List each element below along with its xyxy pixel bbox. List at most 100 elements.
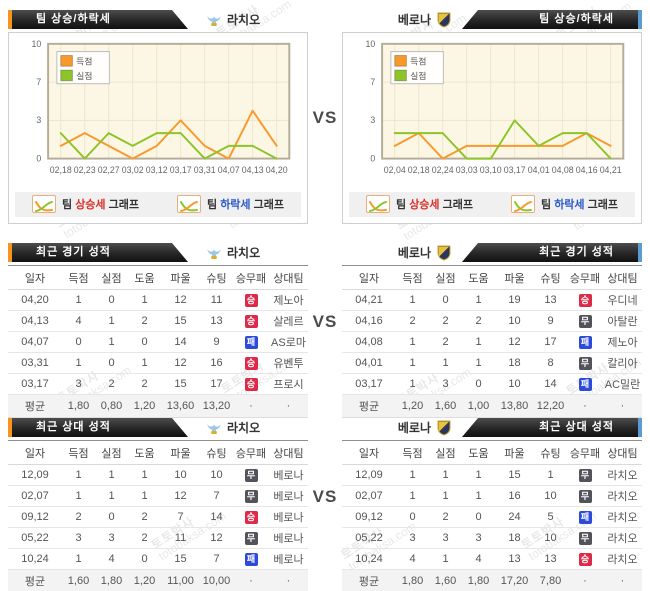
table-average-row: 평균 1,20 1,60 1,00 13,80 12,20 · ·	[342, 394, 642, 418]
table-cell: 4	[396, 548, 429, 570]
table-cell: 1,80	[95, 569, 128, 591]
result-badge: 승	[578, 293, 592, 307]
result-badge: 무	[578, 531, 592, 545]
svg-text:03,17: 03,17	[170, 165, 192, 175]
svg-text:04,21: 04,21	[600, 165, 622, 175]
table-cell: 무	[567, 527, 603, 549]
trend-panel-left: 팀 상승/하락세 라치오 0 3 7 10 02,18 02,23 02,27 03,02 03…	[8, 10, 308, 224]
accent-bar-orange	[8, 243, 12, 262]
table-cell: 칼리아	[603, 352, 642, 374]
table-cell: 9	[200, 331, 233, 353]
team-label-verona: 베로나	[398, 419, 452, 436]
table-cell: 17	[200, 373, 233, 395]
table-cell: 3	[62, 373, 95, 395]
result-badge: 패	[578, 335, 592, 349]
recent-table-verona: 일자 득점 실점 도움 파울 슈팅 승무패 상대팀 04,21 1 0 1 19 13 승 우디네 04,16 2…	[342, 265, 642, 418]
table-row: 03,17 3 2 2 15 17 승 프로시	[8, 373, 308, 395]
table-row: 05,22 3 3 3 18 10 무 라치오	[342, 527, 642, 549]
table-cell: 10,24	[8, 548, 62, 570]
table-cell: 7,80	[534, 569, 567, 591]
team-label-verona: 베로나	[398, 11, 452, 28]
table-cell: ·	[603, 569, 642, 591]
table-cell: 1	[429, 464, 462, 486]
table-cell: 12	[161, 485, 200, 507]
table-cell: 1	[62, 464, 95, 486]
table-cell: 8	[534, 352, 567, 374]
table-cell: 베로나	[269, 485, 308, 507]
table-cell: ·	[233, 569, 269, 591]
table-cell: 1	[462, 289, 495, 311]
trend-banner-row-right: 베로나 팀 상승/하락세	[342, 10, 642, 29]
accent-bar-blue	[638, 10, 642, 29]
table-cell: 5	[534, 506, 567, 528]
table-cell: 03,17	[8, 373, 62, 395]
table-row: 04,20 1 0 1 12 11 승 제노아	[8, 289, 308, 311]
table-cell: 15	[161, 310, 200, 332]
table-header-cell: 도움	[462, 265, 495, 290]
table-header-cell: 득점	[396, 265, 429, 290]
table-header-cell: 실점	[429, 440, 462, 465]
table-cell: 승	[567, 289, 603, 311]
table-cell: 0	[95, 352, 128, 374]
trend-down-legend: 팀 하락세 그래프	[177, 195, 284, 214]
table-cell: 12	[200, 527, 233, 549]
table-cell: 무	[233, 485, 269, 507]
table-header-cell: 상대팀	[603, 265, 642, 290]
table-cell: 13	[200, 310, 233, 332]
h2h-table-verona: 일자 득점 실점 도움 파울 슈팅 승무패 상대팀 12,09 1 1 1 15 1 무 라치오 02,07 1 1…	[342, 440, 642, 591]
recent-banner-title-left: 최근 경기 성적	[12, 243, 188, 262]
table-header-cell: 득점	[62, 440, 95, 465]
table-cell: 1	[462, 464, 495, 486]
table-header-cell: 파울	[495, 265, 534, 290]
svg-text:03,17: 03,17	[504, 165, 526, 175]
lazio-logo-icon	[206, 420, 222, 436]
table-cell: 1	[396, 485, 429, 507]
table-cell: 1	[429, 352, 462, 374]
table-cell: 11	[161, 527, 200, 549]
result-badge: 승	[578, 552, 592, 566]
team-label-verona: 베로나	[398, 244, 452, 261]
table-cell: 10	[161, 464, 200, 486]
table-header-cell: 상대팀	[269, 440, 308, 465]
table-cell: 4	[462, 548, 495, 570]
trend-down-icon	[511, 195, 535, 214]
svg-text:03,12: 03,12	[146, 165, 168, 175]
table-header-row: 일자 득점 실점 도움 파울 슈팅 승무패 상대팀	[342, 265, 642, 290]
table-row: 12,09 1 1 1 10 10 무 베로나	[8, 464, 308, 486]
table-header-cell: 득점	[396, 440, 429, 465]
table-cell: 2	[128, 527, 161, 549]
svg-text:10: 10	[366, 39, 376, 49]
table-cell: 02,07	[342, 485, 396, 507]
table-cell: 13	[495, 548, 534, 570]
table-cell: 04,08	[342, 331, 396, 353]
result-badge: 무	[578, 468, 592, 482]
svg-text:실점: 실점	[410, 70, 426, 81]
table-cell: 무	[567, 464, 603, 486]
table-cell: 평균	[8, 569, 62, 591]
table-cell: 승	[233, 310, 269, 332]
svg-text:02,23: 02,23	[74, 165, 96, 175]
table-cell: 10,00	[200, 569, 233, 591]
table-cell: ·	[233, 394, 269, 418]
result-badge: 패	[578, 377, 592, 391]
table-cell: 24	[495, 506, 534, 528]
svg-text:02,24: 02,24	[432, 165, 454, 175]
svg-text:04,20: 04,20	[266, 165, 288, 175]
table-row: 03,31 1 0 1 12 16 승 유벤투	[8, 352, 308, 374]
table-cell: 09,12	[8, 506, 62, 528]
table-cell: 15	[495, 464, 534, 486]
recent-banner-row-right: 베로나 최근 경기 성적	[342, 243, 642, 262]
table-cell: 패	[233, 548, 269, 570]
table-cell: 11	[200, 289, 233, 311]
table-cell: 우디네	[603, 289, 642, 311]
table-header-cell: 슈팅	[200, 440, 233, 465]
table-cell: 2	[462, 310, 495, 332]
svg-text:04,01: 04,01	[528, 165, 550, 175]
table-cell: 7	[200, 485, 233, 507]
trend-banner-title-right: 팀 상승/하락세	[462, 10, 638, 29]
table-cell: 1	[396, 352, 429, 374]
table-header-cell: 일자	[342, 265, 396, 290]
table-header-cell: 실점	[95, 265, 128, 290]
table-row: 10,24 4 1 4 13 13 승 라치오	[342, 548, 642, 570]
